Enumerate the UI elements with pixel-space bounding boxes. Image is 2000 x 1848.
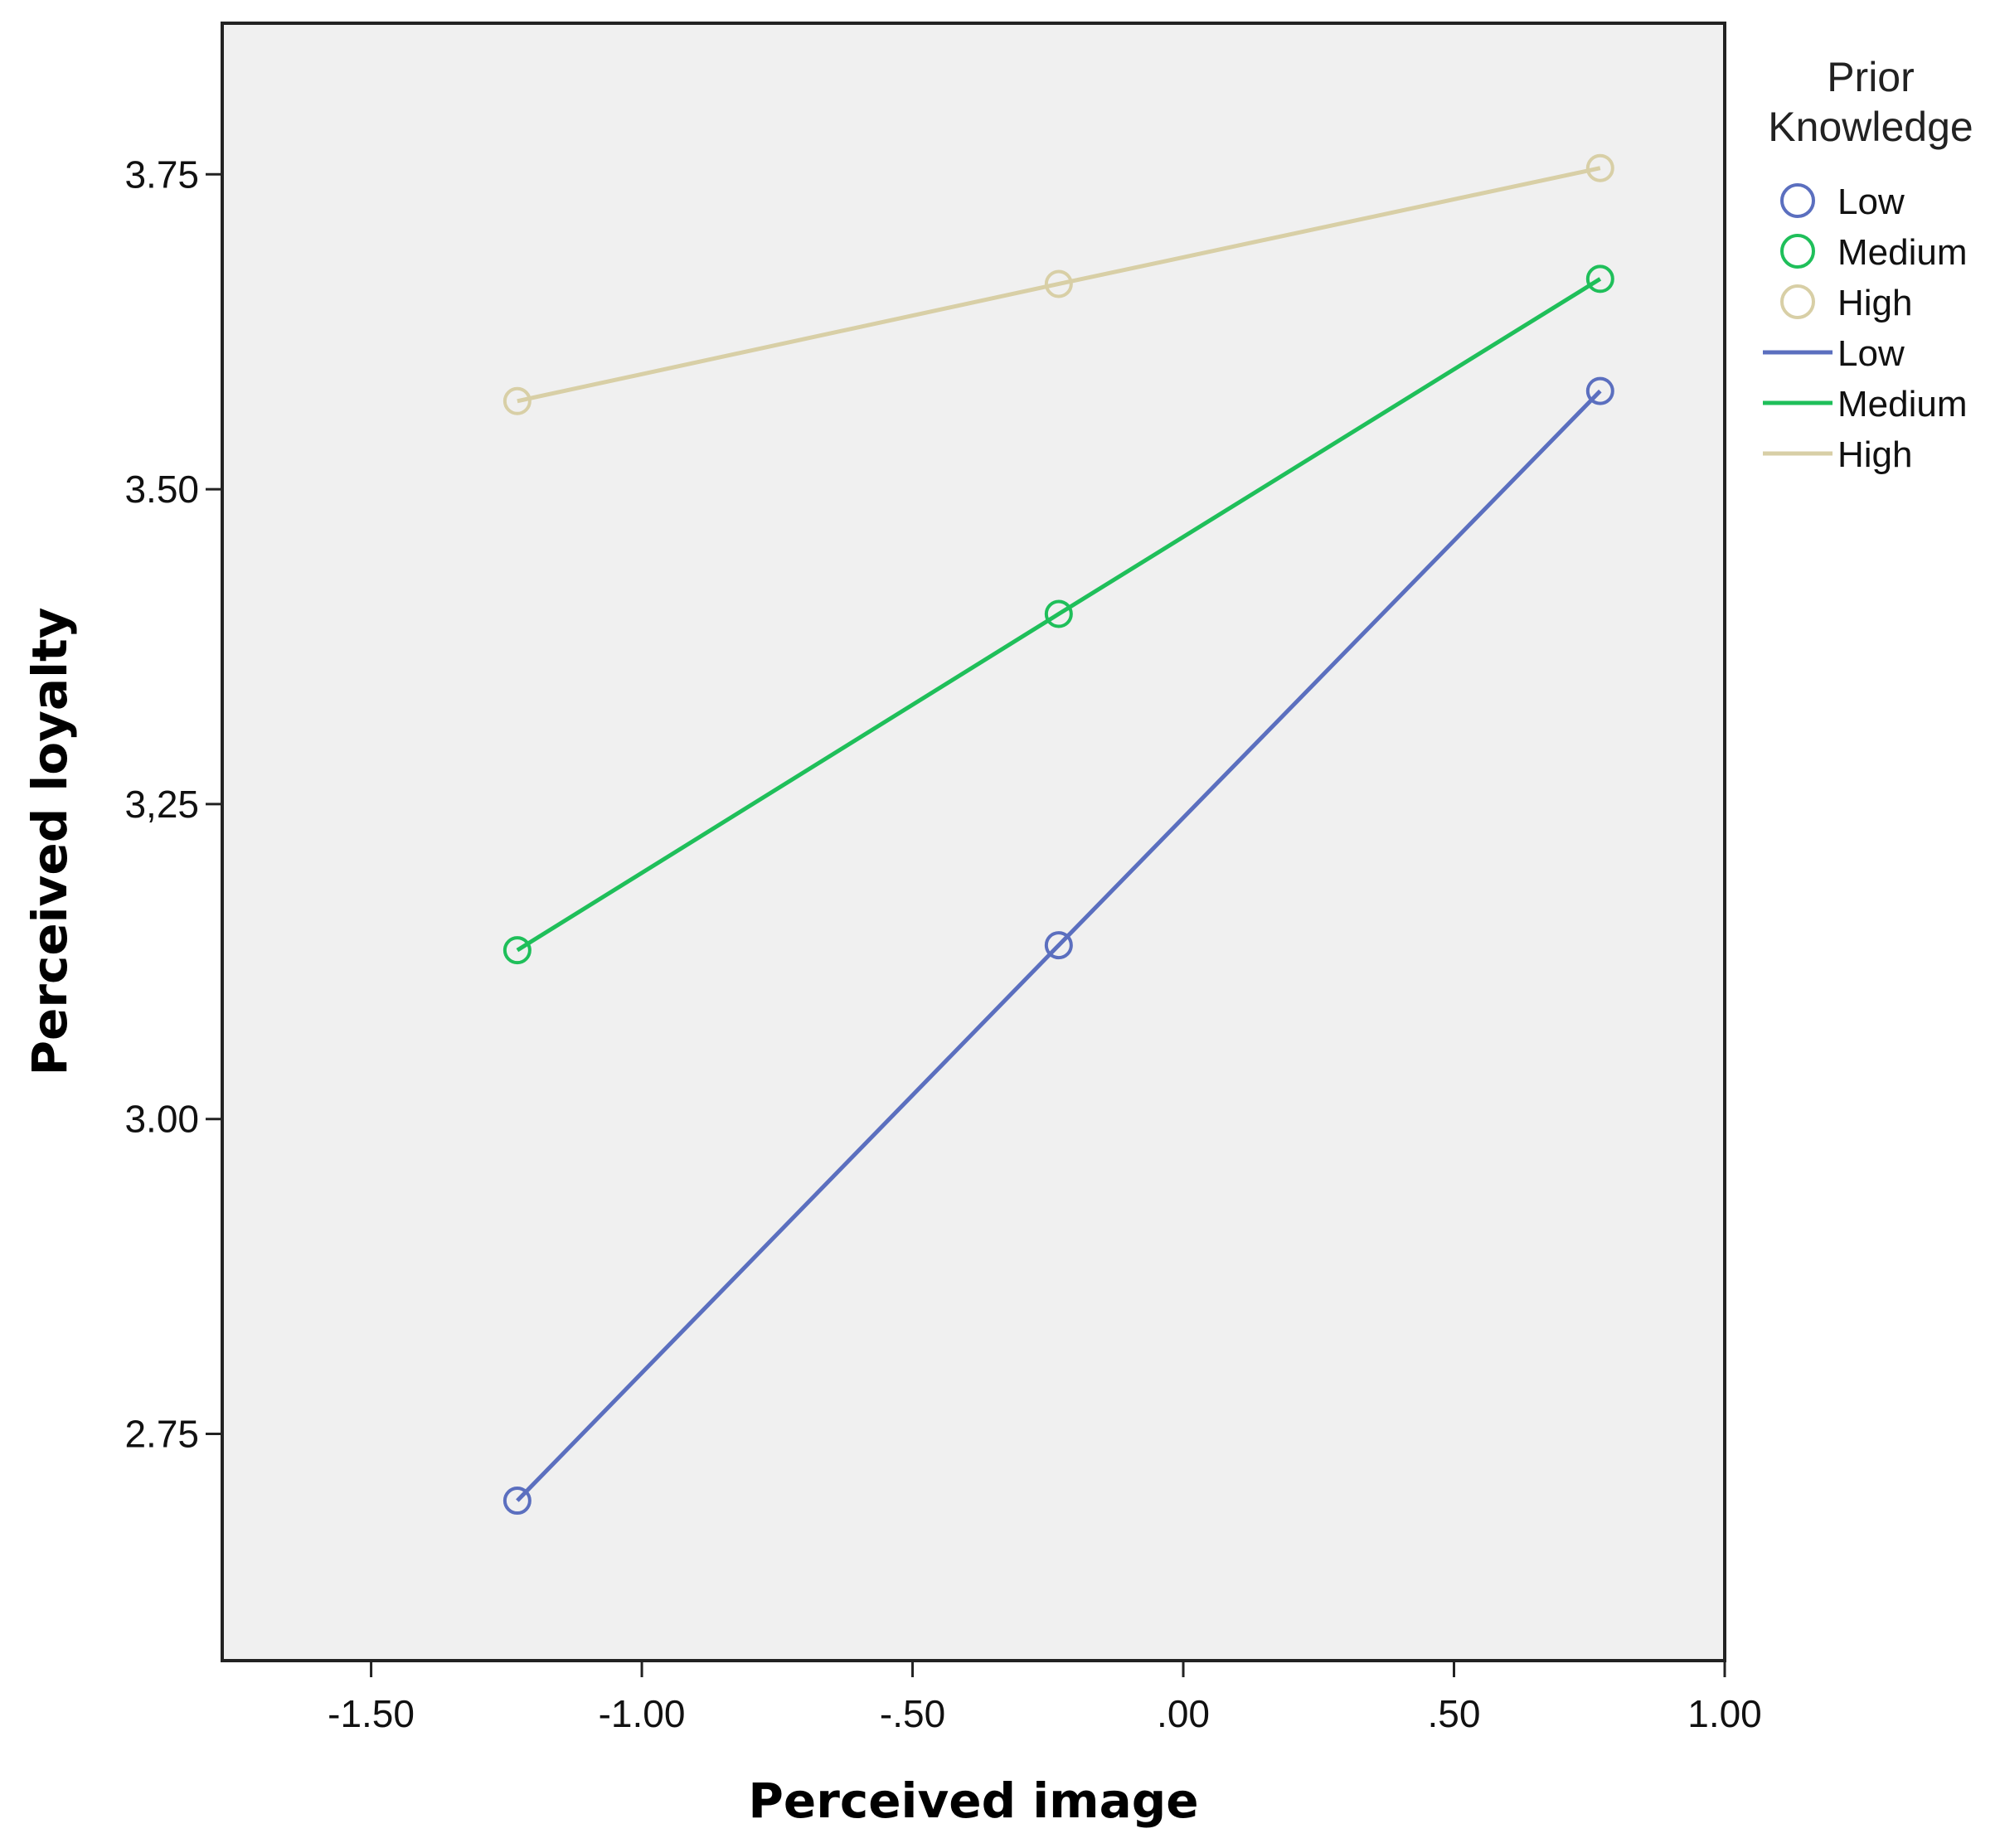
legend-marker-high: [1780, 284, 1815, 319]
plot-area: [221, 22, 1726, 1662]
x-tick-label: -.50: [880, 1692, 945, 1735]
y-tick-label: 3.00: [124, 1098, 199, 1141]
x-tick-label: -1.00: [599, 1692, 686, 1735]
legend-title-line-1: Prior: [1827, 54, 1915, 100]
y-axis: 2.75 3.00 3,25 3.50 3.75: [124, 153, 222, 1456]
y-tick-label: 2.75: [124, 1413, 199, 1456]
x-tick-label: .50: [1428, 1692, 1481, 1735]
x-axis-title: Perceived image: [748, 1773, 1198, 1829]
data-point-low: [1585, 376, 1614, 405]
series-line-high: [517, 166, 1601, 404]
legend-title-line-2: Knowledge: [1768, 104, 1973, 150]
data-point-medium: [1585, 264, 1614, 293]
y-axis-title: Perceived loyalty: [22, 608, 78, 1076]
y-tick-label: 3.50: [124, 468, 199, 511]
data-point-low: [1044, 931, 1073, 960]
data-point-high: [1044, 269, 1073, 298]
legend-line-label-low: Low: [1837, 333, 1905, 374]
legend-marker-low: [1780, 183, 1815, 218]
x-tick-label: 1.00: [1687, 1692, 1762, 1735]
y-tick-label: 3.75: [124, 153, 199, 196]
legend-marker-label-high: High: [1837, 283, 1913, 323]
legend: Prior Knowledge Low Medium High Low Medium Hi…: [1763, 54, 1973, 475]
x-tick-label: .00: [1157, 1692, 1210, 1735]
y-tick-label: 3,25: [124, 783, 199, 826]
series-line-medium: [516, 277, 1602, 953]
data-point-high: [502, 386, 532, 415]
data-point-low: [502, 1487, 532, 1516]
legend-marker-label-medium: Medium: [1837, 232, 1968, 273]
data-point-medium: [1044, 599, 1073, 628]
data-point-medium: [502, 936, 532, 965]
legend-line-label-high: High: [1837, 434, 1913, 475]
x-tick-label: -1.50: [328, 1692, 415, 1735]
legend-marker-medium: [1780, 234, 1815, 269]
series-line-low: [516, 389, 1602, 1502]
series-layer: [502, 153, 1614, 1516]
legend-entries: Low Medium High Low Medium High: [1763, 182, 1968, 475]
x-axis: -1.50 -1.00 -.50 .00 .50 1.00: [328, 1661, 1762, 1735]
legend-line-label-medium: Medium: [1837, 384, 1968, 424]
legend-marker-label-low: Low: [1837, 182, 1905, 222]
data-point-high: [1585, 153, 1614, 182]
